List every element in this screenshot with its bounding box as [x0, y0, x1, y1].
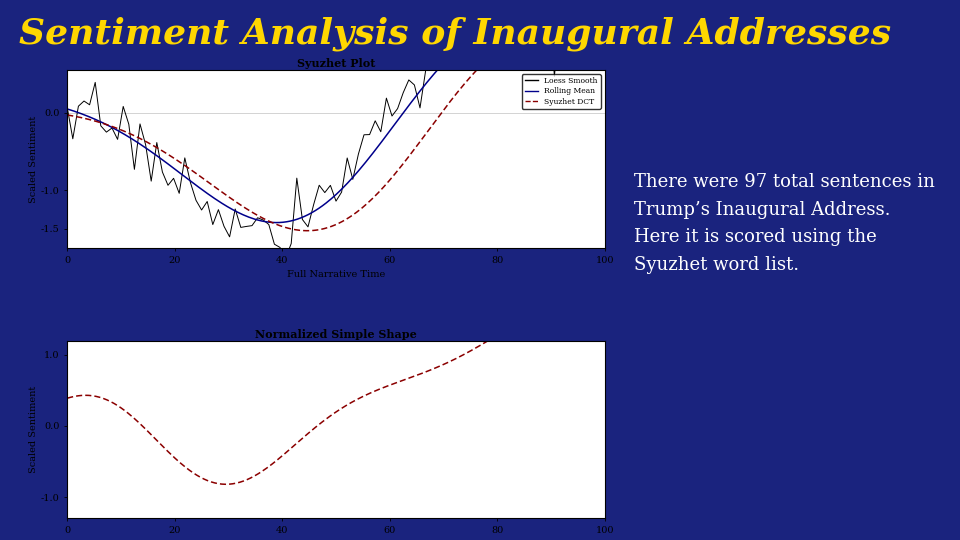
- X-axis label: Full Narrative Time: Full Narrative Time: [287, 270, 385, 279]
- Text: There were 97 total sentences in
Trump’s Inaugural Address.
Here it is scored us: There were 97 total sentences in Trump’s…: [634, 173, 934, 274]
- Text: Sentiment Analysis of Inaugural Addresses: Sentiment Analysis of Inaugural Addresse…: [19, 16, 891, 51]
- Title: Syuzhet Plot: Syuzhet Plot: [297, 58, 375, 70]
- Title: Normalized Simple Shape: Normalized Simple Shape: [255, 329, 417, 340]
- Legend: Loess Smooth, Rolling Mean, Syuzhet DCT: Loess Smooth, Rolling Mean, Syuzhet DCT: [521, 74, 601, 109]
- Y-axis label: Scaled Sentiment: Scaled Sentiment: [29, 386, 38, 473]
- Y-axis label: Scaled Sentiment: Scaled Sentiment: [29, 116, 38, 202]
